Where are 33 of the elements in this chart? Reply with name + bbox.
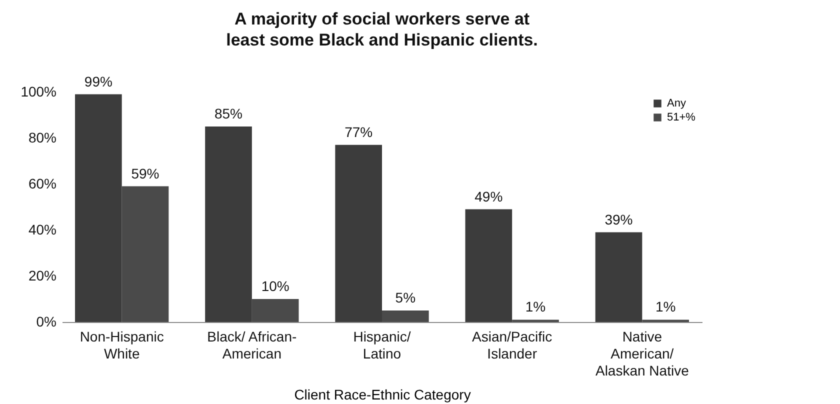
y-tick-label: 20% — [28, 268, 56, 284]
x-tick-label: Black/ African- American — [207, 328, 297, 362]
x-tick-label: Native American/ Alaskan Native — [595, 328, 690, 378]
x-axis-title: Client Race-Ethnic Category — [294, 386, 471, 402]
data-label: 1% — [525, 298, 546, 315]
bar — [75, 94, 122, 322]
y-tick-label: 0% — [36, 314, 56, 330]
data-label: 99% — [84, 73, 112, 90]
y-tick-label: 100% — [20, 84, 56, 100]
bar — [595, 232, 642, 322]
data-label: 59% — [131, 165, 160, 182]
bar — [382, 310, 429, 322]
y-tick-label: 60% — [28, 176, 56, 192]
x-tick-label: Asian/Pacific Islander — [472, 328, 552, 362]
bar — [335, 144, 382, 322]
data-label: 49% — [474, 188, 503, 204]
legend-label: 51+% — [667, 112, 696, 124]
bar — [205, 126, 252, 322]
chart-title: A majority of social workers serve at least some Black and Hispanic clients. — [226, 9, 538, 50]
data-label: 5% — [395, 290, 416, 306]
data-label: 1% — [655, 298, 676, 315]
legend-label: Any — [667, 98, 686, 110]
x-tick-label: Hispanic/ Latino — [353, 328, 411, 362]
data-label: 77% — [344, 124, 373, 140]
bar — [252, 299, 299, 322]
x-tick-label: Non-Hispanic White — [80, 328, 164, 362]
y-tick-label: 80% — [28, 130, 56, 146]
bar — [465, 209, 512, 322]
y-tick-label: 40% — [28, 222, 56, 238]
data-label: 10% — [261, 278, 290, 294]
data-label: 39% — [604, 211, 633, 228]
bar — [122, 186, 169, 322]
data-label: 85% — [214, 106, 243, 122]
